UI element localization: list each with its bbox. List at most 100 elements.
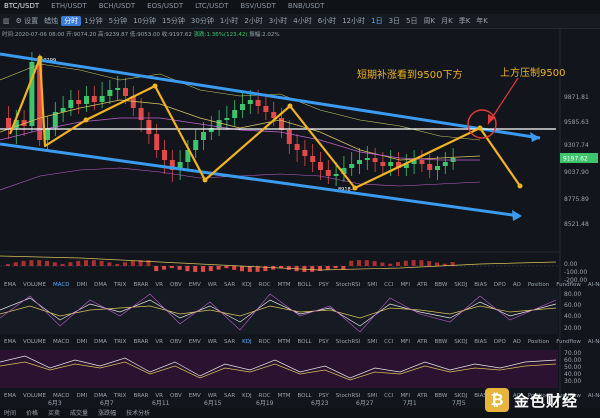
- interval-30m[interactable]: 30分钟: [190, 17, 214, 25]
- interval-1m[interactable]: 1分钟: [84, 17, 103, 25]
- indicator-tab-psy[interactable]: PSY: [318, 282, 329, 288]
- indicator-tab-psy[interactable]: PSY: [318, 339, 329, 345]
- indicator-tab-cci[interactable]: CCI: [384, 339, 394, 345]
- indicator-tab-brar[interactable]: BRAR: [133, 339, 149, 345]
- indicator-tab-kdj[interactable]: KDJ: [242, 339, 252, 345]
- candle-button[interactable]: 蜡烛: [44, 17, 59, 25]
- indicator-tab-bbw[interactable]: BBW: [434, 393, 448, 399]
- indicator-tab-roc[interactable]: ROC: [258, 282, 271, 288]
- symbol-tab-bch[interactable]: BCH/USDT: [98, 2, 136, 10]
- indicator-tab-bias[interactable]: BIAS: [474, 393, 487, 399]
- indicator-tab-kdj[interactable]: KDJ: [242, 282, 252, 288]
- indicator-tab-dma[interactable]: DMA: [94, 282, 107, 288]
- indicator-tab-wr[interactable]: WR: [207, 282, 217, 288]
- interval-1h[interactable]: 1小时: [219, 17, 239, 25]
- interval-5m[interactable]: 5分钟: [108, 17, 128, 25]
- indicator-tab-bbw[interactable]: BBW: [434, 282, 448, 288]
- timeshare-button[interactable]: 分时: [61, 16, 82, 26]
- indicator-tab-emv[interactable]: EMV: [188, 339, 201, 345]
- indicator-tab-vr[interactable]: VR: [155, 393, 164, 399]
- indicator-tab-smi[interactable]: SMI: [367, 393, 378, 399]
- indicator-tab-roc[interactable]: ROC: [258, 339, 271, 345]
- indicator-tab-boll[interactable]: BOLL: [297, 339, 312, 345]
- indicator-tab-brar[interactable]: BRAR: [133, 282, 149, 288]
- indicator-tab-dmi[interactable]: DMI: [76, 339, 88, 345]
- indicator-tab-trix[interactable]: TRIX: [113, 393, 127, 399]
- indicator-tab-sar[interactable]: SAR: [223, 393, 236, 399]
- indicator-tab-dpo[interactable]: DPO: [493, 282, 506, 288]
- symbol-tab-eos[interactable]: EOS/USDT: [147, 2, 184, 10]
- interval-year[interactable]: 年K: [476, 17, 488, 25]
- indicator-tab-stochrsi[interactable]: StochRSI: [335, 393, 361, 399]
- indicator-tab-fundflow[interactable]: Fundflow: [556, 339, 581, 345]
- indicator-tab-volume[interactable]: VOLUME: [22, 339, 47, 345]
- indicator-tab-obv[interactable]: OBV: [170, 282, 182, 288]
- interval-10m[interactable]: 10分钟: [133, 17, 156, 25]
- interval-quarter[interactable]: 季K: [458, 17, 471, 25]
- indicator-tab-roc[interactable]: ROC: [258, 393, 271, 399]
- symbol-tab-bsv[interactable]: BSV/USDT: [240, 2, 276, 10]
- indicator-tab-volume[interactable]: VOLUME: [22, 393, 47, 399]
- indicator-tab-mtm[interactable]: MTM: [277, 393, 291, 399]
- indicator-tab-dma[interactable]: DMA: [94, 339, 107, 345]
- indicator-tab-atr[interactable]: ATR: [416, 282, 428, 288]
- indicator-tab-ai-netvol[interactable]: AI-NetVOL: [587, 339, 600, 345]
- indicator-tab-position[interactable]: Position: [527, 393, 550, 399]
- indicator-tab-dma[interactable]: DMA: [94, 393, 107, 399]
- interval-15m[interactable]: 15分钟: [162, 17, 185, 25]
- footer-change[interactable]: 涨跌幅: [98, 410, 117, 417]
- indicator-tab-sar[interactable]: SAR: [223, 339, 236, 345]
- footer-volume[interactable]: 成交量: [70, 410, 89, 417]
- indicator-tab-wr[interactable]: WR: [207, 393, 217, 399]
- settings-button[interactable]: ⚙ 设置: [15, 17, 39, 25]
- indicator-tab-dmi[interactable]: DMI: [76, 393, 88, 399]
- interval-3h[interactable]: 3小时: [268, 17, 288, 25]
- indicator-tab-ao[interactable]: AO: [512, 339, 521, 345]
- indicator-tab-fundflow[interactable]: Fundflow: [556, 393, 581, 399]
- indicator-tab-mfi[interactable]: MFI: [400, 339, 410, 345]
- indicator-tab-brar[interactable]: BRAR: [133, 393, 149, 399]
- indicator-tab-cci[interactable]: CCI: [384, 393, 394, 399]
- indicator-tab-obv[interactable]: OBV: [170, 339, 182, 345]
- indicator-tab-skdj[interactable]: SKDJ: [454, 339, 468, 345]
- indicator-tab-skdj[interactable]: SKDJ: [454, 282, 468, 288]
- symbol-tab-ltc[interactable]: LTC/USDT: [195, 2, 229, 10]
- indicator-tab-obv[interactable]: OBV: [170, 393, 182, 399]
- indicator-tab-ai-netvol[interactable]: AI-NetVOL: [587, 393, 600, 399]
- indicator-tab-ao[interactable]: AO: [512, 393, 521, 399]
- indicator-tab-boll[interactable]: BOLL: [297, 393, 312, 399]
- indicator-tab-position[interactable]: Position: [527, 282, 550, 288]
- symbol-tab-eth[interactable]: ETH/USDT: [51, 2, 87, 10]
- footer-analysis[interactable]: 技术分析: [126, 410, 151, 417]
- interval-1d[interactable]: 1日: [371, 17, 383, 25]
- indicator-tab-ema[interactable]: EMA: [4, 282, 16, 288]
- indicator-tab-ema[interactable]: EMA: [4, 339, 16, 345]
- indicator-tab-stochrsi[interactable]: StochRSI: [335, 282, 361, 288]
- footer-price[interactable]: 价格: [26, 410, 39, 417]
- indicator-tab-vr[interactable]: VR: [155, 339, 164, 345]
- interval-3d[interactable]: 3日: [388, 17, 401, 25]
- indicator-tab-cci[interactable]: CCI: [384, 282, 394, 288]
- indicator-tab-skdj[interactable]: SKDJ: [454, 393, 468, 399]
- interval-month[interactable]: 月K: [441, 17, 453, 25]
- indicator-tab-mfi[interactable]: MFI: [400, 393, 410, 399]
- indicator-tab-bias[interactable]: BIAS: [474, 339, 487, 345]
- indicator-tab-macd[interactable]: MACD: [53, 339, 70, 345]
- indicator-tab-ai-netvol[interactable]: AI-NetVOL: [587, 282, 600, 288]
- indicator-tab-trix[interactable]: TRIX: [113, 282, 127, 288]
- indicator-tab-vr[interactable]: VR: [155, 282, 164, 288]
- chart-type-icon[interactable]: ▥: [3, 17, 10, 25]
- indicator-tab-stochrsi[interactable]: StochRSI: [335, 339, 361, 345]
- indicator-tab-emv[interactable]: EMV: [188, 393, 201, 399]
- indicator-tab-wr[interactable]: WR: [207, 339, 217, 345]
- indicator-tab-position[interactable]: Position: [527, 339, 550, 345]
- indicator-tab-dpo[interactable]: DPO: [493, 339, 506, 345]
- indicator-tab-bbw[interactable]: BBW: [434, 339, 448, 345]
- indicator-tab-macd[interactable]: MACD: [53, 393, 70, 399]
- indicator-tab-mtm[interactable]: MTM: [277, 339, 291, 345]
- indicator-tab-fundflow[interactable]: Fundflow: [556, 282, 581, 288]
- indicator-tab-ema[interactable]: EMA: [4, 393, 16, 399]
- indicator-tab-mtm[interactable]: MTM: [277, 282, 291, 288]
- indicator-tab-trix[interactable]: TRIX: [113, 339, 127, 345]
- interval-6h[interactable]: 6小时: [317, 17, 337, 25]
